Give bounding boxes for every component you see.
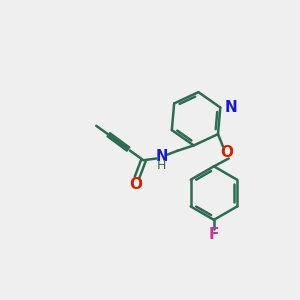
Text: O: O xyxy=(129,177,142,192)
Text: H: H xyxy=(157,159,167,172)
Text: O: O xyxy=(220,145,233,160)
Text: N: N xyxy=(224,100,237,115)
Text: F: F xyxy=(209,227,219,242)
Text: N: N xyxy=(156,149,168,164)
